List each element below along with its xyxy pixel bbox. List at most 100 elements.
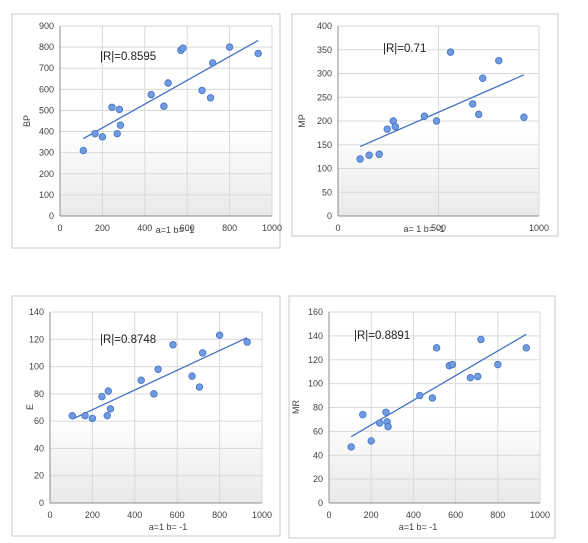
x-tick-label: 400 bbox=[127, 510, 142, 520]
y-tick-label: 500 bbox=[39, 105, 54, 115]
data-point bbox=[477, 335, 485, 344]
data-point bbox=[98, 392, 106, 401]
y-tick-label: 150 bbox=[317, 140, 332, 150]
plot-area bbox=[60, 26, 272, 216]
x-tick-label: 800 bbox=[212, 510, 227, 520]
data-point bbox=[383, 125, 391, 133]
y-tick-label: 50 bbox=[322, 187, 332, 197]
y-axis-title: BP bbox=[22, 115, 32, 127]
data-point bbox=[522, 344, 530, 352]
data-point bbox=[356, 155, 364, 163]
x-axis-title: a=1 b= -1 bbox=[399, 522, 438, 532]
y-tick-label: 100 bbox=[29, 362, 44, 372]
data-point bbox=[428, 394, 437, 402]
data-point bbox=[195, 383, 204, 391]
x-tick-label: 0 bbox=[326, 510, 331, 520]
x-tick-label: 600 bbox=[180, 223, 195, 233]
x-tick-label: 400 bbox=[406, 510, 421, 520]
y-tick-label: 300 bbox=[39, 148, 54, 158]
data-point bbox=[382, 408, 390, 416]
y-tick-label: 120 bbox=[308, 355, 323, 365]
correlation-label: |R|=0.8748 bbox=[100, 334, 156, 346]
chart-panel-3: 0 20 40 60 80 100 120 140 0 200 400 600 800 1000 |R|=0… bbox=[11, 295, 281, 537]
x-tick-label: 200 bbox=[364, 510, 379, 520]
data-point bbox=[169, 341, 177, 349]
x-axis-title: a=1 b= -1 bbox=[156, 225, 195, 235]
y-tick-label: 0 bbox=[318, 498, 323, 508]
trendline bbox=[359, 74, 525, 148]
data-point bbox=[160, 102, 168, 110]
y-tick-label: 60 bbox=[313, 426, 323, 436]
data-point bbox=[520, 113, 528, 121]
y-axis-title: MR bbox=[291, 400, 301, 414]
data-point bbox=[137, 376, 145, 384]
y-tick-label: 140 bbox=[308, 331, 323, 341]
data-point bbox=[375, 150, 383, 158]
data-point bbox=[359, 410, 367, 419]
correlation-label: |R|=0.8891 bbox=[354, 330, 410, 342]
y-tick-label: 80 bbox=[313, 403, 323, 413]
x-tick-label: 200 bbox=[85, 510, 100, 520]
data-point bbox=[98, 133, 107, 141]
data-point bbox=[81, 411, 89, 420]
data-point bbox=[113, 129, 121, 138]
data-point bbox=[432, 344, 441, 352]
y-tick-label: 250 bbox=[317, 92, 332, 102]
data-point bbox=[150, 390, 158, 398]
data-point bbox=[479, 74, 487, 82]
data-point bbox=[391, 122, 399, 131]
x-axis-title: a= 1 b= -1 bbox=[403, 224, 444, 234]
data-point bbox=[208, 59, 217, 67]
y-tick-label: 120 bbox=[29, 334, 44, 344]
y-tick-label: 600 bbox=[39, 84, 54, 94]
data-point bbox=[106, 405, 115, 413]
data-point bbox=[68, 411, 76, 420]
data-point bbox=[147, 90, 155, 99]
y-tick-label: 0 bbox=[327, 211, 332, 221]
y-tick-label: 800 bbox=[39, 42, 54, 52]
plot-area bbox=[50, 312, 262, 503]
data-point bbox=[115, 105, 124, 114]
data-point bbox=[79, 146, 88, 155]
data-point bbox=[494, 360, 502, 369]
x-tick-label: 400 bbox=[137, 223, 152, 233]
chart-panel-2: 0 50 100 150 200 250 300 350 400 0 500 1000 |R|=0.71… bbox=[291, 13, 559, 237]
y-tick-label: 300 bbox=[317, 69, 332, 79]
data-point bbox=[243, 338, 251, 346]
y-tick-label: 400 bbox=[317, 21, 332, 31]
data-point bbox=[446, 48, 455, 56]
correlation-label: |R|=0.8595 bbox=[100, 51, 156, 63]
y-tick-label: 80 bbox=[34, 389, 44, 399]
y-tick-label: 140 bbox=[29, 307, 44, 317]
y-tick-label: 900 bbox=[39, 21, 54, 31]
x-tick-label: 1000 bbox=[529, 223, 549, 233]
y-tick-label: 700 bbox=[39, 63, 54, 73]
x-tick-label: 500 bbox=[431, 223, 446, 233]
data-point bbox=[91, 129, 99, 138]
y-axis-title: E bbox=[25, 404, 35, 410]
data-point bbox=[179, 44, 187, 52]
x-tick-label: 0 bbox=[47, 510, 52, 520]
x-axis-title: a=1 b= -1 bbox=[149, 522, 188, 532]
data-point bbox=[448, 360, 457, 369]
data-point bbox=[347, 443, 355, 451]
data-point bbox=[154, 365, 162, 373]
data-point bbox=[164, 79, 172, 87]
x-tick-label: 600 bbox=[170, 510, 185, 520]
data-point bbox=[475, 110, 483, 119]
correlation-label: |R|=0.71 bbox=[383, 43, 426, 55]
data-point bbox=[198, 86, 206, 95]
y-tick-label: 0 bbox=[39, 498, 44, 508]
y-axis-title: MP bbox=[297, 114, 307, 128]
data-point bbox=[188, 372, 196, 380]
x-tick-label: 0 bbox=[57, 223, 62, 233]
data-point bbox=[495, 56, 503, 65]
x-tick-label: 1000 bbox=[262, 223, 282, 233]
data-point bbox=[225, 43, 234, 51]
y-tick-label: 100 bbox=[39, 190, 54, 200]
x-tick-label: 1000 bbox=[252, 510, 272, 520]
y-tick-label: 350 bbox=[317, 45, 332, 55]
data-point bbox=[468, 100, 477, 108]
x-tick-label: 1000 bbox=[530, 510, 550, 520]
